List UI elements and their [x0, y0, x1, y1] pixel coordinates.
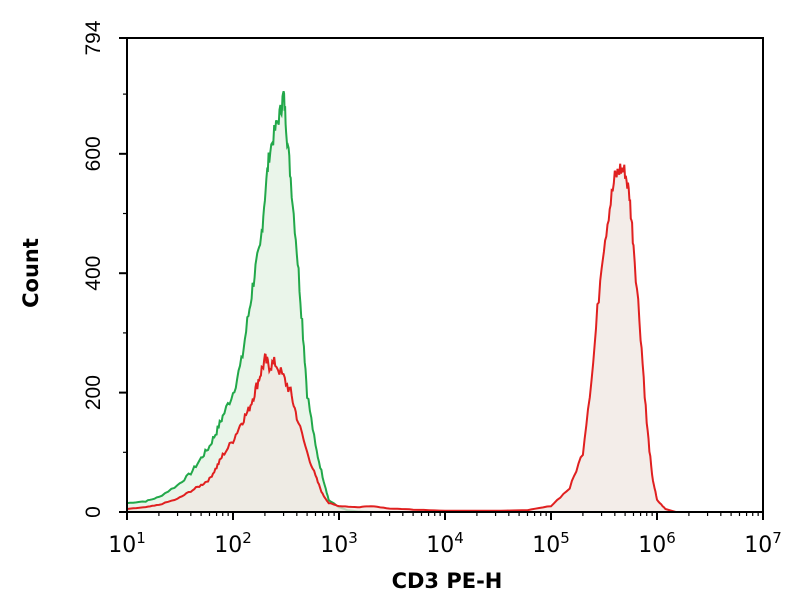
y-axis-label: Count [19, 238, 43, 308]
x-tick-label: 105 [532, 529, 570, 558]
x-tick-label: 106 [638, 529, 676, 558]
series-0-line [126, 90, 371, 513]
plot-area [126, 90, 676, 513]
x-axis-label: CD3 PE-H [392, 569, 503, 593]
y-tick-label: 400 [82, 256, 105, 291]
series-1-line [126, 163, 676, 513]
x-tick-label: 103 [320, 529, 358, 558]
x-tick-label: 101 [108, 529, 146, 558]
x-tick-label: 107 [744, 529, 782, 558]
y-tick-label: 0 [82, 506, 105, 518]
y-axis: 0 200 400 600 794 [82, 20, 127, 518]
x-tick-label: 104 [426, 529, 464, 558]
y-tick-label: 600 [82, 136, 105, 171]
x-tick-label: 102 [214, 529, 252, 558]
series-1-area [127, 163, 676, 512]
y-tick-label: 794 [82, 20, 105, 55]
x-axis: 101 102 103 104 105 106 107 [108, 512, 782, 558]
y-tick-label: 200 [82, 375, 105, 410]
